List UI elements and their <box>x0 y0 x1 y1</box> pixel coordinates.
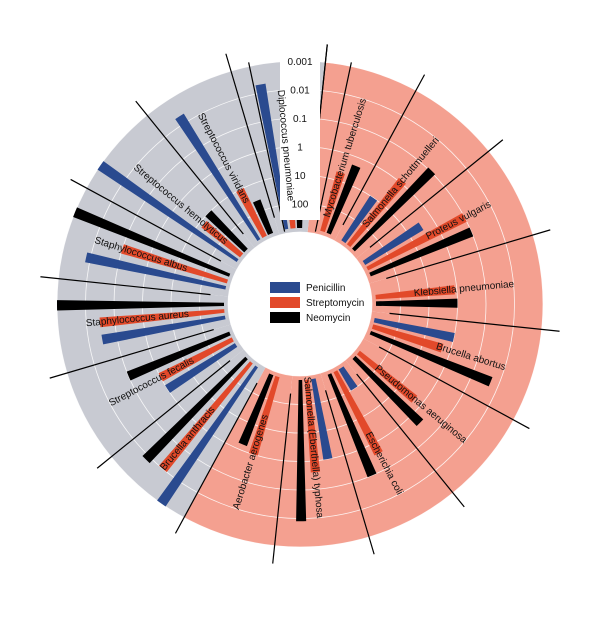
sector-divider <box>174 382 258 534</box>
bar-penicillin <box>101 315 226 345</box>
sector-divider <box>324 390 375 555</box>
axis-tick-label: 10 <box>294 171 306 182</box>
bar-neomycin <box>73 207 231 277</box>
bar-streptomycin <box>248 375 280 456</box>
bar-neomycin <box>327 373 377 478</box>
axis-tick-label: 0.01 <box>290 86 310 97</box>
axis-label-backdrop <box>280 50 320 220</box>
sector-divider <box>70 178 222 262</box>
bar-streptomycin <box>333 370 383 456</box>
axis-tick-label: 100 <box>292 200 309 211</box>
bar-neomycin <box>142 356 248 464</box>
bar-penicillin <box>157 365 258 507</box>
bar-streptomycin <box>346 177 406 247</box>
bar-penicillin <box>175 113 261 241</box>
bar-penicillin <box>85 252 227 290</box>
legend-label: Penicillin <box>306 283 345 294</box>
bar-neomycin <box>205 210 248 253</box>
sector-divider <box>40 276 211 296</box>
bar-streptomycin <box>120 244 229 284</box>
sector-divider <box>49 328 214 379</box>
bar-neomycin <box>375 298 458 308</box>
axis-gap-line <box>248 62 286 232</box>
legend-swatch <box>270 282 300 293</box>
bar-penicillin <box>341 195 378 244</box>
bar-streptomycin <box>99 309 225 328</box>
bar-neomycin <box>369 227 474 277</box>
bar-streptomycin <box>236 187 267 238</box>
bar-streptomycin <box>366 213 467 271</box>
bar-streptomycin <box>201 220 244 258</box>
bar-neomycin <box>238 373 274 447</box>
sector-divider <box>386 229 551 280</box>
axis-tick-labels: 0.001 0.01 0.1 1 10 100 <box>287 57 312 211</box>
bar-streptomycin <box>159 361 253 473</box>
bar-penicillin <box>338 366 358 391</box>
bar-neomycin <box>369 331 493 387</box>
legend-swatch <box>270 297 300 308</box>
sector-divider <box>378 346 530 430</box>
sector-divider <box>369 139 504 248</box>
sector-divider <box>342 74 426 226</box>
bar-streptomycin <box>375 285 455 300</box>
bar-penicillin <box>165 343 238 393</box>
legend-label: Neomycin <box>306 313 350 324</box>
legend: Penicillin Streptomycin Neomycin <box>270 282 364 324</box>
bar-streptomycin <box>304 379 321 473</box>
axis-tick-label: 0.1 <box>293 114 307 125</box>
bar-streptomycin <box>320 171 345 233</box>
bar-streptomycin <box>356 350 418 403</box>
grid-ring <box>227 231 373 377</box>
sector-divider <box>272 393 292 564</box>
bar-penicillin <box>311 378 333 460</box>
legend-swatch <box>270 312 300 323</box>
bar-neomycin <box>352 167 436 252</box>
bar-neomycin <box>252 199 274 236</box>
bar-neomycin <box>352 355 424 427</box>
sector-divider <box>225 53 276 218</box>
bar-neomycin <box>126 331 231 381</box>
sector-divider <box>135 100 244 235</box>
bars-group <box>56 83 493 522</box>
bar-penicillin <box>362 222 424 265</box>
bar-penicillin <box>97 161 239 262</box>
bar-streptomycin <box>158 337 234 382</box>
axis-tick-label: 0.001 <box>287 57 312 68</box>
legend-label: Streptomycin <box>306 298 364 309</box>
bar-neomycin <box>326 164 361 235</box>
bar-neomycin <box>296 379 307 522</box>
sector-divider <box>356 373 465 508</box>
axis-tick-label: 1 <box>297 143 303 154</box>
bar-neomycin <box>56 300 225 311</box>
sector-divider <box>96 360 231 469</box>
bar-streptomycin <box>371 324 444 353</box>
bar-penicillin <box>373 318 455 343</box>
axis-gap-line <box>314 62 352 232</box>
sector-divider <box>389 312 560 332</box>
